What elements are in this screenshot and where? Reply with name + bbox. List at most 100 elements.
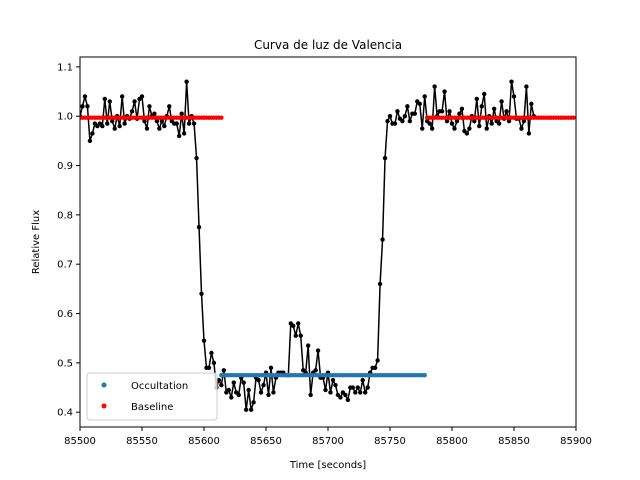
flux-point — [117, 123, 122, 129]
flux-point — [360, 377, 365, 383]
flux-point — [186, 121, 192, 126]
flux-point — [271, 390, 276, 395]
plot-area — [80, 79, 576, 412]
flux-point — [80, 104, 85, 109]
flux-point — [509, 79, 514, 84]
flux-point — [122, 121, 127, 126]
legend-marker-baseline — [101, 403, 107, 409]
legend-label-occultation: Occultation — [131, 381, 188, 392]
flux-point — [147, 104, 152, 109]
flux-point — [482, 91, 487, 97]
flux-point — [162, 123, 167, 129]
flux-point — [179, 111, 184, 116]
flux-point — [167, 104, 172, 109]
flux-point — [358, 390, 363, 395]
chart-title: Curva de luz de Valencia — [254, 38, 402, 52]
y-tick-label: 0.5 — [57, 358, 73, 369]
x-tick-label: 85800 — [436, 436, 468, 447]
x-tick-label: 85550 — [126, 436, 158, 447]
flux-point — [248, 407, 254, 412]
flux-point — [477, 123, 482, 129]
x-tick-label: 85750 — [374, 436, 406, 447]
flux-point — [484, 126, 489, 131]
flux-point — [457, 111, 462, 116]
flux-point — [506, 118, 512, 124]
flux-point — [177, 133, 182, 139]
x-tick-label: 85600 — [188, 436, 220, 447]
flux-point — [315, 348, 321, 353]
flux-point — [519, 126, 524, 131]
flux-point — [387, 114, 393, 119]
flux-point — [382, 155, 388, 161]
flux-point — [442, 89, 447, 94]
flux-point — [246, 387, 251, 393]
flux-point — [489, 121, 494, 126]
flux-point — [305, 343, 311, 348]
flux-point — [211, 360, 217, 366]
legend-box — [86, 372, 218, 421]
flux-point — [194, 155, 199, 161]
flux-point — [226, 387, 231, 393]
flux-point — [268, 365, 274, 370]
flux-point — [199, 291, 204, 296]
flux-point — [184, 79, 189, 84]
x-tick-label: 85900 — [560, 436, 592, 447]
flux-point — [132, 99, 137, 104]
occultation-point — [422, 373, 427, 378]
flux-point — [504, 109, 509, 114]
flux-point — [345, 397, 351, 403]
flux-point — [219, 382, 224, 388]
flux-point — [152, 111, 157, 116]
flux-point — [216, 377, 222, 383]
x-axis: 85500 85550 85600 85650 85700 85750 85800 85850… — [64, 427, 592, 447]
flux-point — [363, 390, 368, 395]
flux-point — [459, 106, 465, 112]
flux-point — [472, 118, 477, 124]
flux-point — [308, 392, 313, 398]
flux-point — [85, 104, 90, 109]
flux-point — [112, 126, 117, 131]
legend-label-baseline: Baseline — [131, 402, 173, 413]
legend: Occultation Baseline — [86, 372, 218, 421]
x-axis-title: Time [seconds] — [289, 460, 366, 471]
y-tick-label: 0.6 — [57, 309, 73, 320]
flux-point — [102, 96, 108, 102]
flux-point — [380, 237, 385, 242]
flux-point — [258, 390, 264, 395]
flux-point — [417, 101, 422, 107]
flux-point — [526, 131, 532, 136]
flux-point — [206, 365, 212, 370]
flux-point — [229, 395, 234, 400]
flux-point — [291, 323, 296, 329]
y-tick-label: 1.1 — [57, 62, 73, 73]
flux-point — [496, 121, 502, 126]
flux-point — [236, 392, 241, 398]
flux-point — [454, 118, 460, 124]
flux-point — [429, 126, 435, 131]
flux-point — [420, 126, 425, 131]
flux-point — [524, 84, 529, 89]
flux-point — [330, 377, 336, 383]
flux-point — [350, 385, 355, 390]
flux-point — [142, 118, 147, 124]
flux-point — [181, 131, 187, 136]
flux-point — [209, 350, 214, 356]
flux-point — [266, 392, 271, 398]
flux-point — [365, 385, 370, 390]
flux-point — [333, 382, 338, 388]
flux-point — [296, 321, 301, 326]
flux-point — [174, 121, 179, 126]
flux-point — [298, 333, 303, 338]
flux-point — [432, 84, 437, 89]
flux-point — [87, 138, 93, 144]
flux-point — [491, 106, 497, 112]
flux-point — [261, 382, 266, 388]
flux-point — [90, 131, 95, 136]
flux-point — [144, 126, 150, 131]
flux-point — [107, 99, 112, 104]
y-tick-label: 0.7 — [57, 260, 73, 271]
flux-point — [119, 94, 125, 99]
flux-point — [395, 109, 400, 114]
y-axis-title: Relative Flux — [31, 210, 42, 274]
